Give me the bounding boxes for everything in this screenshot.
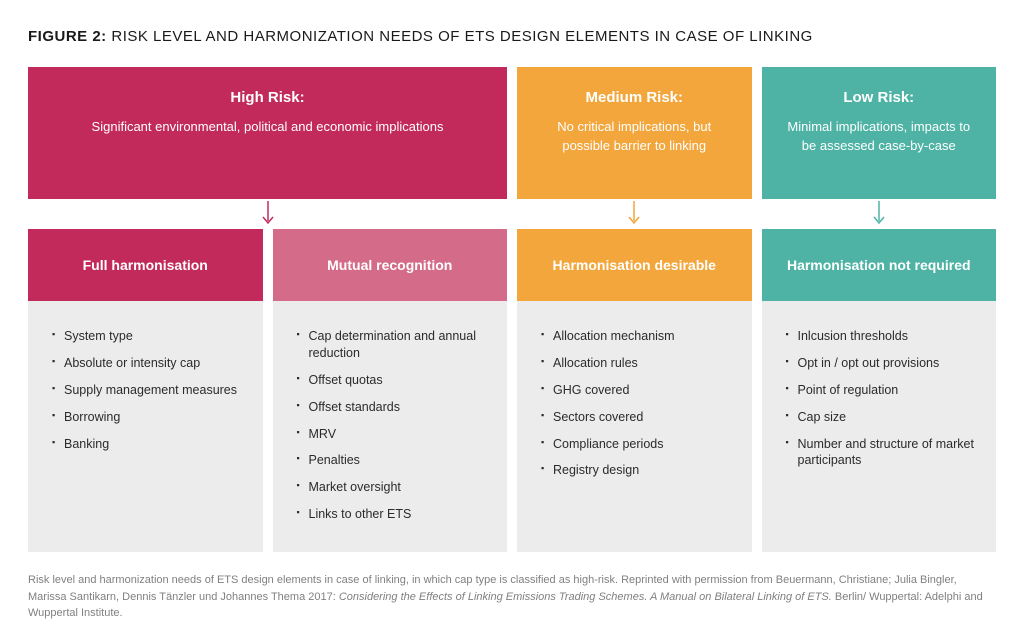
- items-box-full: System typeAbsolute or intensity capSupp…: [28, 301, 263, 552]
- risk-box-high: High Risk: Significant environmental, po…: [28, 67, 507, 199]
- risk-title-low: Low Risk:: [784, 89, 975, 106]
- items-list-low: Inlcusion thresholdsOpt in / opt out pro…: [786, 323, 977, 474]
- list-item: Market oversight: [297, 474, 488, 501]
- list-item: Allocation mechanism: [541, 323, 732, 350]
- list-item: Links to other ETS: [297, 501, 488, 528]
- caption-italic: Considering the Effects of Linking Emiss…: [339, 591, 832, 603]
- harm-label-medium: Harmonisation desirable: [553, 257, 716, 273]
- items-list-medium: Allocation mechanismAllocation rulesGHG …: [541, 323, 732, 484]
- arrow-high: [28, 199, 507, 229]
- items-list-full: System typeAbsolute or intensity capSupp…: [52, 323, 243, 457]
- figure-caption: Risk level and harmonization needs of ET…: [28, 572, 996, 622]
- harm-box-medium: Harmonisation desirable: [517, 229, 752, 301]
- risk-box-medium: Medium Risk: No critical implications, b…: [517, 67, 752, 199]
- items-box-mutual: Cap determination and annual reductionOf…: [273, 301, 508, 552]
- list-item: GHG covered: [541, 377, 732, 404]
- items-box-low: Inlcusion thresholdsOpt in / opt out pro…: [762, 301, 997, 552]
- list-item: Registry design: [541, 457, 732, 484]
- list-item: Offset standards: [297, 394, 488, 421]
- list-item: Opt in / opt out provisions: [786, 350, 977, 377]
- list-item: Supply management measures: [52, 377, 243, 404]
- list-item: Number and structure of market participa…: [786, 431, 977, 475]
- list-item: Cap determination and annual reduction: [297, 323, 488, 367]
- list-item: Banking: [52, 431, 243, 458]
- risk-title-medium: Medium Risk:: [539, 89, 730, 106]
- list-item: Borrowing: [52, 404, 243, 431]
- risk-desc-low: Minimal implications, impacts to be asse…: [784, 118, 975, 156]
- list-item: Point of regulation: [786, 377, 977, 404]
- items-box-medium: Allocation mechanismAllocation rulesGHG …: [517, 301, 752, 552]
- harm-box-full: Full harmonisation: [28, 229, 263, 301]
- harm-label-mutual: Mutual recognition: [327, 257, 452, 273]
- arrow-down-icon: [872, 201, 886, 227]
- risk-box-low: Low Risk: Minimal implications, impacts …: [762, 67, 997, 199]
- items-list-mutual: Cap determination and annual reductionOf…: [297, 323, 488, 528]
- arrow-down-icon: [261, 201, 275, 227]
- figure-label: FIGURE 2:: [28, 28, 107, 45]
- arrow-medium: [517, 199, 752, 229]
- harm-label-full: Full harmonisation: [83, 257, 208, 273]
- risk-title-high: High Risk:: [50, 89, 485, 106]
- list-item: Allocation rules: [541, 350, 732, 377]
- figure-title-text: RISK LEVEL AND HARMONIZATION NEEDS OF ET…: [111, 28, 812, 45]
- list-item: Penalties: [297, 447, 488, 474]
- list-item: System type: [52, 323, 243, 350]
- arrow-low: [762, 199, 997, 229]
- list-item: Absolute or intensity cap: [52, 350, 243, 377]
- harm-box-low: Harmonisation not required: [762, 229, 997, 301]
- list-item: Inlcusion thresholds: [786, 323, 977, 350]
- harm-label-low: Harmonisation not required: [787, 257, 971, 273]
- risk-desc-medium: No critical implications, but possible b…: [539, 118, 730, 156]
- risk-desc-high: Significant environmental, political and…: [50, 118, 485, 137]
- list-item: MRV: [297, 421, 488, 448]
- arrow-down-icon: [627, 201, 641, 227]
- list-item: Cap size: [786, 404, 977, 431]
- list-item: Offset quotas: [297, 367, 488, 394]
- list-item: Sectors covered: [541, 404, 732, 431]
- list-item: Compliance periods: [541, 431, 732, 458]
- figure-title: FIGURE 2: RISK LEVEL AND HARMONIZATION N…: [28, 28, 996, 45]
- diagram-grid: High Risk: Significant environmental, po…: [28, 67, 996, 552]
- harm-box-mutual: Mutual recognition: [273, 229, 508, 301]
